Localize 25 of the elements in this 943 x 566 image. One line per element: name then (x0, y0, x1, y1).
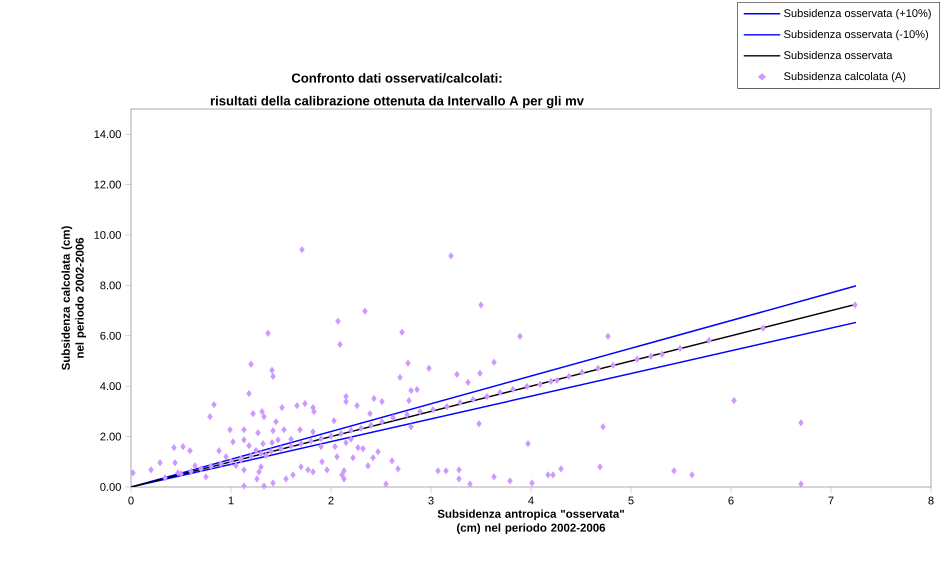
y-tick-label: 12.00 (94, 180, 121, 188)
x-tick-label: 4 (528, 496, 534, 504)
y-tick-label: 4.00 (100, 382, 121, 390)
chart-title: Confronto dati osservati/calcolati: (292, 73, 502, 83)
y-tick-label: 8.00 (100, 281, 121, 290)
y-tick-label: 14.00 (94, 130, 121, 138)
y-tick-label: 0.00 (100, 483, 121, 491)
legend-label: Subsidenza osservata (+10%) (784, 8, 931, 20)
x-tick-label: 7 (828, 496, 834, 504)
x-axis-title: Subsidenza antropica "osservata" (cm) nel periodo 2002-2006 (438, 509, 624, 534)
x-tick-label: 6 (728, 496, 734, 504)
y-tick-label: 2.00 (100, 432, 121, 440)
x-tick-label: 0 (128, 496, 134, 504)
legend-label: Subsidenza osservata (-10%) (784, 30, 928, 40)
x-tick-label: 3 (428, 496, 434, 504)
y-axis-title: Subsidenza calcolata (cm) nel periodo 2002-2006 (61, 226, 86, 370)
x-tick-label: 1 (228, 496, 234, 504)
y-tick-label: 6.00 (100, 332, 121, 340)
legend-label: Subsidenza calcolata (A) (784, 72, 906, 82)
chart-subtitle: risultati della calibrazione ottenuta da Intervallo A per gli mv (210, 96, 584, 108)
y-tick-label: 10.00 (94, 231, 121, 239)
x-tick-label: 5 (628, 496, 634, 504)
x-tick-label: 8 (928, 496, 934, 504)
legend-label: Subsidenza osservata (784, 50, 892, 60)
x-tick-label: 2 (328, 496, 334, 504)
